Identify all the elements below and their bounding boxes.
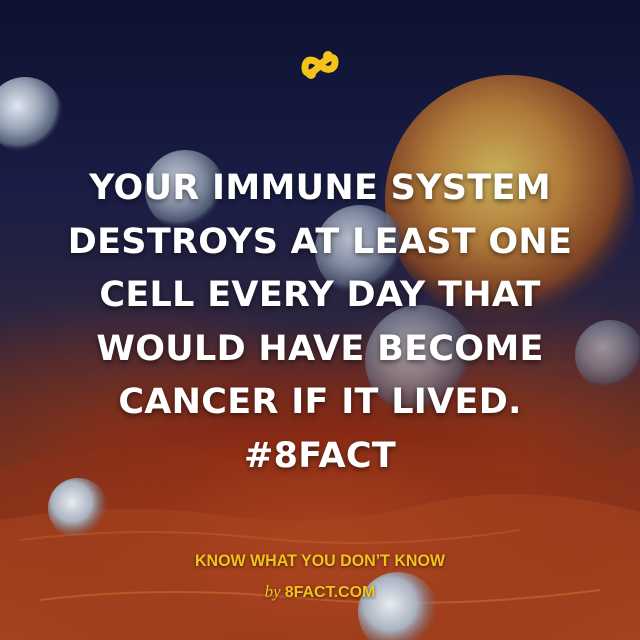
headline-line: CELL EVERY DAY THAT — [99, 275, 541, 315]
headline-line: WOULD HAVE BECOME — [96, 328, 544, 369]
site-link[interactable]: 8FACT.COM — [284, 584, 376, 601]
tagline: KNOW WHAT YOU DON’T KNOW — [194, 552, 446, 571]
immune-cell — [315, 205, 405, 295]
cancer-cell — [385, 75, 635, 325]
immune-cell — [575, 320, 640, 390]
immune-cell — [0, 77, 63, 153]
immune-cell — [145, 150, 225, 230]
by-label: by — [264, 582, 281, 601]
immune-cell — [358, 572, 438, 640]
headline-line: CANCER IF IT LIVED. — [118, 382, 522, 422]
immune-cell — [365, 305, 475, 415]
hashtag: #8FACT — [243, 435, 397, 476]
headline-line: YOUR IMMUNE SYSTEM — [89, 168, 551, 208]
fact-headline: YOUR IMMUNE SYSTEM DESTROYS AT LEAST ONE… — [40, 162, 600, 483]
eight-infinity-icon — [301, 51, 339, 79]
site-credit: by 8FACT.COM — [0, 582, 640, 602]
immune-cell — [48, 478, 108, 538]
headline-line: DESTROYS AT LEAST ONE — [67, 221, 573, 262]
